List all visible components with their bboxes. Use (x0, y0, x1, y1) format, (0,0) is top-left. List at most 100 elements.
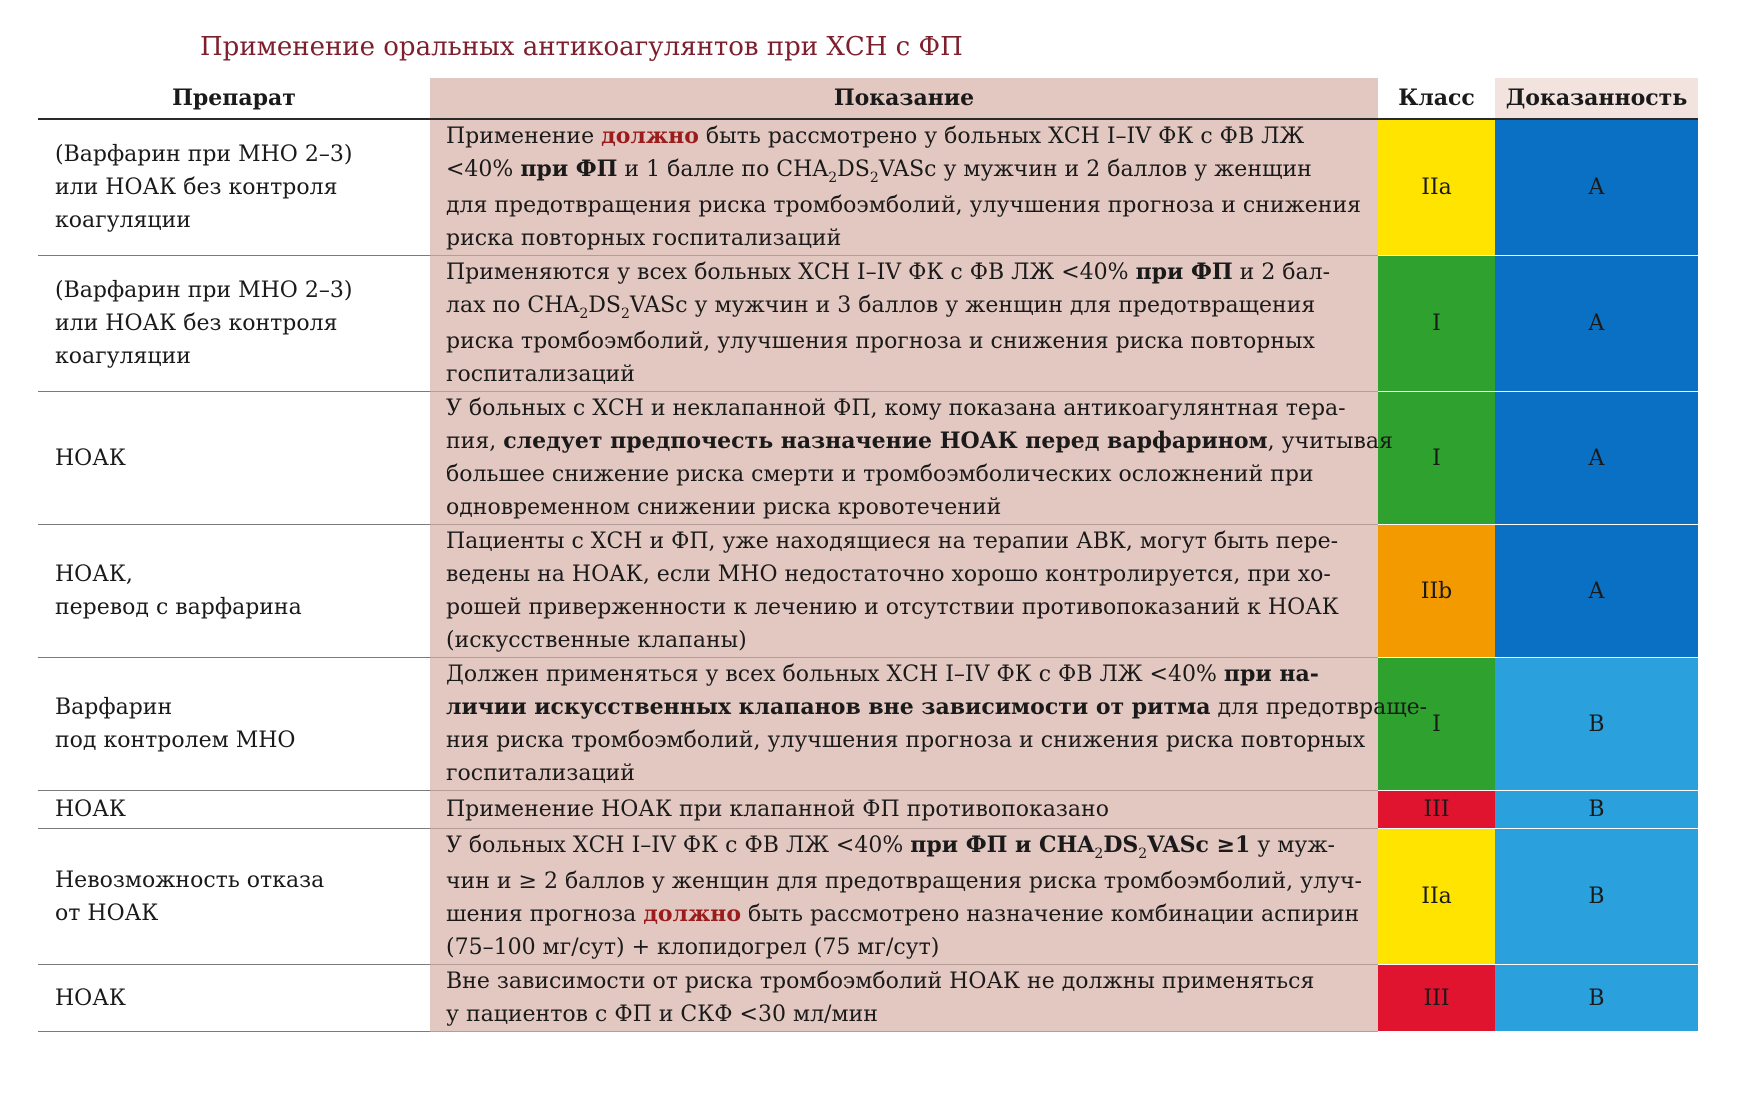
emphasis-text: должно (601, 123, 699, 149)
indication-text: при ФП и CHA (910, 832, 1095, 858)
drug-line: перевод с варфарина (55, 595, 302, 620)
drug-line: Варфарин (55, 695, 173, 720)
class-cell: III (1378, 964, 1495, 1032)
class-cell: III (1378, 790, 1495, 829)
indication-text: госпитализаций (446, 362, 635, 387)
header-evidence: Доказанность (1495, 78, 1698, 120)
header-class: Класс (1378, 78, 1495, 120)
emphasis-text: должно (643, 901, 742, 927)
class-cell: IIa (1378, 119, 1495, 256)
indication-line: (искусственные клапаны) (446, 624, 1370, 657)
indication-line: пия, следует предпочесть назначение НОАК… (446, 425, 1393, 458)
indication-line: Пациенты с ХСН и ФП, уже находящиеся на … (446, 525, 1370, 558)
indication-cell: Должен применяться у всех больных ХСН I–… (430, 657, 1427, 791)
indication-text: Вне зависимости от риска тромбоэмболий Н… (446, 969, 1315, 994)
drug-cell: НОАК (38, 964, 430, 1032)
indication-line: ведены на НОАК, если МНО недостаточно хо… (446, 558, 1370, 591)
indication-line: личии искусственных клапанов вне зависим… (446, 691, 1427, 724)
table-row: (Варфарин при МНО 2–3) или НОАК без контр… (38, 255, 1698, 392)
evidence-cell: A (1495, 255, 1698, 392)
drug-line: НОАК (55, 445, 126, 471)
indication-line: <40% при ФП и 1 балле по CHA2DS2VASc у м… (446, 153, 1370, 189)
drug-line: или НОАК без контроля (55, 311, 338, 336)
indication-text: VASc у мужчин и 2 баллов у женщин (878, 157, 1312, 182)
indication-text: при ФП (1135, 259, 1233, 285)
table-row: Невозможность отказа от НОАК У больных ХСН… (38, 828, 1698, 965)
indication-text: <40% (446, 157, 521, 182)
subscript: 2 (1094, 846, 1104, 862)
indication-text: Должен применяться у всех больных ХСН I–… (446, 662, 1224, 687)
indication-text: и 2 бал- (1232, 260, 1331, 285)
indication-line: шения прогноза должно быть рассмотрено н… (446, 898, 1370, 931)
evidence-cell: B (1495, 828, 1698, 965)
indication-text: , учитывая (1267, 429, 1393, 454)
subscript: 2 (579, 306, 589, 322)
indication-text: (искусственные клапаны) (446, 628, 747, 653)
table-title: Применение оральных антикоагулянтов при … (200, 32, 963, 62)
indication-text: при на- (1223, 661, 1319, 687)
indication-line: Применение НОАК при клапанной ФП противо… (446, 793, 1370, 826)
table-row: НОАК Применение НОАК при клапанной ФП про… (38, 790, 1698, 829)
drug-cell: Варфарин под контролем МНО (38, 657, 430, 791)
indication-text: при ФП (520, 156, 618, 182)
class-cell: I (1378, 255, 1495, 392)
table-row: Варфарин под контролем МНО Должен применят… (38, 657, 1698, 791)
indication-text: следует предпочесть назначение НОАК пере… (503, 428, 1268, 454)
header-indication: Показание (430, 78, 1378, 120)
drug-line: под контролем МНО (55, 728, 296, 753)
drug-line: (Варфарин при МНО 2–3) (55, 142, 353, 167)
indication-cell: Пациенты с ХСН и ФП, уже находящиеся на … (430, 524, 1378, 658)
indication-line: Применяются у всех больных ХСН I–IV ФК с… (446, 256, 1370, 289)
indication-line: риска повторных госпитализаций (446, 222, 1370, 255)
indication-line: У больных с ХСН и неклапанной ФП, кому п… (446, 392, 1370, 425)
indication-cell: У больных ХСН I–IV ФК с ФВ ЛЖ <40% при Ф… (430, 828, 1378, 965)
class-cell: I (1378, 657, 1495, 791)
indication-text: одновременном снижении риска кровотечени… (446, 495, 1002, 520)
indication-text: VASc у мужчин и 3 баллов у женщин для пр… (629, 293, 1316, 318)
indication-text: ведены на НОАК, если МНО недостаточно хо… (446, 562, 1331, 587)
indication-line: (75–100 мг/сут) + клопидогрел (75 мг/сут… (446, 931, 1370, 964)
indication-line: чин и ≥ 2 баллов у женщин для предотвращ… (446, 865, 1370, 898)
indication-text: Применение НОАК при клапанной ФП противо… (446, 797, 1109, 822)
class-cell: I (1378, 391, 1495, 525)
anticoagulant-table: Препарат Показание Класс Доказанность (В… (38, 78, 1698, 1032)
table-body: (Варфарин при МНО 2–3) или НОАК без контр… (38, 119, 1698, 1032)
indication-text: лах по CHA (446, 293, 580, 318)
indication-text: быть рассмотрено назначение комбинации а… (741, 902, 1360, 927)
indication-text: для предотвращения риска тромбоэмболий, … (446, 193, 1361, 218)
subscript: 2 (869, 170, 879, 186)
drug-line: Невозможность отказа (55, 867, 325, 893)
indication-line: для предотвращения риска тромбоэмболий, … (446, 189, 1370, 222)
subscript: 2 (1138, 846, 1148, 862)
drug-line: НОАК (55, 797, 126, 822)
indication-cell: Применение НОАК при клапанной ФП противо… (430, 790, 1378, 829)
table-row: (Варфарин при МНО 2–3) или НОАК без контр… (38, 119, 1698, 256)
evidence-cell: A (1495, 391, 1698, 525)
subscript: 2 (620, 306, 630, 322)
indication-line: Вне зависимости от риска тромбоэмболий Н… (446, 965, 1370, 998)
indication-text: быть рассмотрено у больных ХСН I–IV ФК с… (698, 124, 1305, 149)
class-cell: IIa (1378, 828, 1495, 965)
indication-text: пия, (446, 429, 504, 454)
evidence-cell: A (1495, 524, 1698, 658)
indication-text: Пациенты с ХСН и ФП, уже находящиеся на … (446, 529, 1339, 554)
drug-line: НОАК, (55, 562, 133, 587)
indication-cell: У больных с ХСН и неклапанной ФП, кому п… (430, 391, 1393, 525)
indication-text: личии искусственных клапанов вне зависим… (446, 694, 1211, 720)
indication-text: риска повторных госпитализаций (446, 226, 842, 251)
indication-line: Должен применяться у всех больных ХСН I–… (446, 658, 1370, 691)
indication-line: У больных ХСН I–IV ФК с ФВ ЛЖ <40% при Ф… (446, 829, 1370, 865)
indication-text: DS (588, 293, 621, 318)
indication-line: риска тромбоэмболий, улучшения прогноза … (446, 325, 1370, 358)
drug-line: НОАК (55, 985, 126, 1011)
drug-line: или НОАК без контроля (55, 175, 338, 200)
class-cell: IIb (1378, 524, 1495, 658)
indication-line: ния риска тромбоэмболий, улучшения прогн… (446, 724, 1370, 757)
drug-cell: НОАК, перевод с варфарина (38, 524, 430, 658)
indication-text: чин и ≥ 2 баллов у женщин для предотвращ… (446, 869, 1362, 894)
indication-text: большее снижение риска смерти и тромбоэм… (446, 462, 1314, 487)
indication-text: у пациентов с ФП и СКФ <30 мл/мин (446, 1002, 878, 1027)
indication-text: VASc ≥1 (1147, 832, 1251, 858)
drug-cell: (Варфарин при МНО 2–3) или НОАК без контр… (38, 255, 430, 392)
indication-text: и 1 балле по CHA (617, 157, 829, 182)
